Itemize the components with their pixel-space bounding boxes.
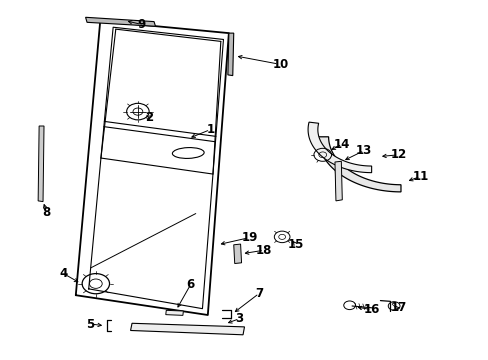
Polygon shape (85, 17, 155, 26)
Text: 3: 3 (235, 312, 243, 325)
Text: 8: 8 (42, 206, 50, 219)
Polygon shape (334, 161, 342, 201)
Text: 7: 7 (255, 287, 263, 300)
Text: 1: 1 (206, 123, 214, 136)
Text: 6: 6 (186, 278, 194, 291)
Text: 19: 19 (241, 231, 257, 244)
Text: 5: 5 (86, 318, 94, 330)
Text: 2: 2 (145, 111, 153, 123)
Text: 10: 10 (272, 58, 289, 71)
Text: 17: 17 (389, 301, 406, 314)
Polygon shape (227, 33, 233, 76)
Polygon shape (233, 244, 241, 264)
Polygon shape (130, 323, 244, 335)
Text: 9: 9 (138, 18, 145, 31)
Text: 13: 13 (355, 144, 372, 157)
Text: 11: 11 (411, 170, 428, 183)
Polygon shape (317, 137, 400, 192)
Polygon shape (307, 122, 371, 173)
Text: 16: 16 (363, 303, 379, 316)
Polygon shape (38, 126, 44, 202)
Text: 12: 12 (389, 148, 406, 161)
Text: 14: 14 (333, 138, 350, 150)
Text: 4: 4 (60, 267, 67, 280)
Polygon shape (165, 310, 183, 315)
Text: 15: 15 (287, 238, 304, 251)
Text: 18: 18 (255, 244, 272, 257)
